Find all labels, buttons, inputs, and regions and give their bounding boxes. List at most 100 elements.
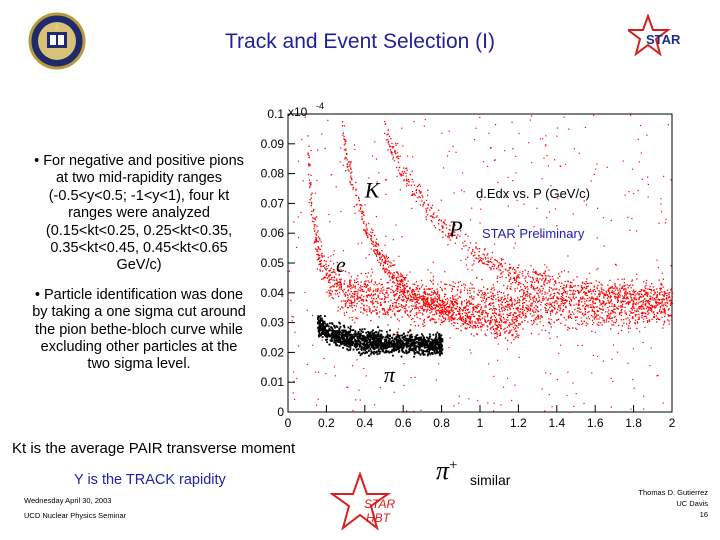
series-2-point	[549, 275, 551, 277]
series-0-point	[548, 318, 550, 320]
noise-point	[660, 203, 662, 205]
series-1-point	[372, 241, 374, 243]
series-0-point	[329, 286, 331, 289]
series-0-point	[409, 314, 412, 317]
series-3-point	[354, 339, 357, 342]
series-0-point	[585, 292, 588, 295]
series-3-point	[428, 350, 430, 353]
series-2-point	[509, 267, 512, 269]
series-2-point	[389, 148, 392, 151]
series-0-point	[480, 309, 482, 311]
series-0-point	[581, 313, 584, 315]
series-1-point	[414, 302, 416, 304]
series-0-point	[339, 278, 341, 281]
noise-point	[545, 144, 547, 146]
series-1-point	[381, 255, 383, 257]
series-0-point	[319, 263, 321, 265]
series-0-point	[349, 281, 351, 283]
series-0-point	[495, 308, 498, 310]
series-2-point	[403, 170, 406, 173]
series-0-point	[518, 314, 520, 316]
series-1-point	[400, 281, 403, 283]
series-0-point	[354, 287, 356, 289]
series-3-point	[362, 339, 365, 342]
series-1-point	[365, 223, 367, 225]
series-2-point	[532, 287, 535, 290]
series-0-point	[599, 316, 601, 318]
series-2-point	[507, 275, 510, 277]
series-0-point	[319, 261, 321, 263]
series-1-point	[414, 296, 416, 298]
series-0-point	[644, 300, 646, 303]
noise-point	[423, 125, 425, 127]
series-0-point	[401, 306, 403, 308]
series-0-point	[460, 319, 463, 321]
series-0-point	[490, 321, 492, 323]
series-2-point	[415, 189, 417, 192]
series-0-point	[554, 292, 556, 295]
noise-point	[398, 255, 400, 257]
series-0-point	[350, 279, 352, 281]
series-3-point	[422, 349, 424, 352]
series-0-point	[605, 311, 607, 313]
series-2-point	[562, 291, 565, 294]
series-0-point	[577, 307, 579, 309]
series-0-point	[485, 306, 487, 308]
series-0-point	[466, 314, 468, 316]
series-2-point	[442, 221, 444, 224]
series-0-point	[565, 295, 568, 298]
series-0-point	[390, 316, 392, 319]
noise-point	[521, 295, 523, 297]
noise-point	[514, 242, 516, 244]
series-1-point	[374, 245, 377, 247]
noise-point	[463, 191, 465, 193]
series-0-point	[596, 309, 599, 312]
series-2-point	[438, 223, 440, 225]
series-0-point	[318, 247, 320, 249]
noise-point	[632, 348, 635, 350]
series-0-point	[318, 248, 320, 250]
series-1-point	[384, 261, 386, 263]
series-0-point	[508, 314, 510, 317]
series-1-point	[503, 321, 506, 324]
series-2-point	[619, 290, 621, 292]
noise-point	[373, 404, 376, 406]
series-0-point	[595, 306, 597, 308]
series-0-point	[335, 282, 337, 285]
series-2-point	[395, 156, 398, 158]
series-1-point	[496, 327, 499, 329]
series-0-point	[519, 304, 521, 307]
noise-point	[541, 235, 543, 237]
series-3-point	[392, 344, 395, 347]
series-1-point	[345, 157, 348, 159]
series-0-point	[584, 308, 587, 310]
series-0-point	[405, 300, 408, 302]
series-3-point	[396, 334, 399, 337]
series-0-point	[624, 306, 626, 309]
series-1-point	[512, 334, 514, 336]
series-2-point	[449, 233, 451, 235]
series-1-point	[414, 294, 417, 296]
series-0-point	[339, 281, 342, 284]
series-0-point	[548, 332, 550, 334]
series-0-point	[388, 308, 390, 310]
series-3-point	[422, 341, 425, 344]
series-1-point	[479, 322, 481, 324]
series-0-point	[377, 289, 379, 291]
series-1-point	[462, 320, 464, 322]
series-0-point	[423, 320, 425, 322]
series-3-point	[390, 345, 393, 348]
series-3-point	[383, 338, 386, 341]
series-0-point	[544, 329, 547, 332]
series-0-point	[315, 236, 317, 239]
series-2-point	[473, 260, 475, 262]
series-3-point	[352, 340, 355, 343]
series-2-point	[487, 263, 489, 266]
series-0-point	[510, 305, 512, 307]
series-1-point	[389, 279, 391, 281]
noise-point	[602, 320, 604, 322]
series-3-point	[374, 344, 377, 347]
series-0-point	[641, 311, 644, 314]
series-0-point	[511, 318, 513, 321]
series-0-point	[347, 289, 350, 291]
